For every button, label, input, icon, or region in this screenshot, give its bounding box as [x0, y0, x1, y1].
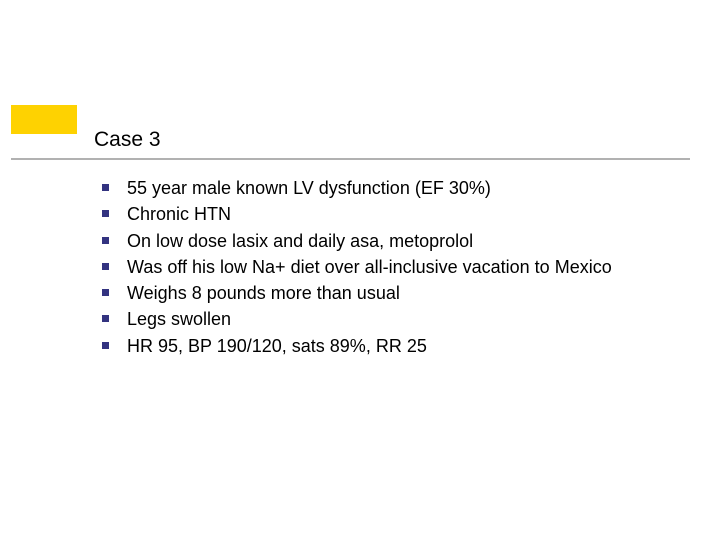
bullet-text: Legs swollen	[127, 307, 231, 331]
list-item: On low dose lasix and daily asa, metopro…	[100, 229, 680, 253]
bullet-text: Weighs 8 pounds more than usual	[127, 281, 400, 305]
title-underline	[11, 158, 690, 160]
bullet-list: 55 year male known LV dysfunction (EF 30…	[100, 176, 680, 358]
square-bullet-icon	[102, 263, 109, 270]
list-item: Was off his low Na+ diet over all-inclus…	[100, 255, 680, 279]
list-item: Legs swollen	[100, 307, 680, 331]
bullet-text: 55 year male known LV dysfunction (EF 30…	[127, 176, 491, 200]
bullet-text: HR 95, BP 190/120, sats 89%, RR 25	[127, 334, 427, 358]
list-item: Chronic HTN	[100, 202, 680, 226]
bullet-text: Was off his low Na+ diet over all-inclus…	[127, 255, 612, 279]
square-bullet-icon	[102, 184, 109, 191]
slide-title: Case 3	[94, 128, 690, 156]
square-bullet-icon	[102, 210, 109, 217]
square-bullet-icon	[102, 289, 109, 296]
list-item: Weighs 8 pounds more than usual	[100, 281, 680, 305]
square-bullet-icon	[102, 342, 109, 349]
square-bullet-icon	[102, 237, 109, 244]
accent-block	[11, 105, 77, 134]
bullet-text: Chronic HTN	[127, 202, 231, 226]
list-item: HR 95, BP 190/120, sats 89%, RR 25	[100, 334, 680, 358]
bullet-text: On low dose lasix and daily asa, metopro…	[127, 229, 473, 253]
square-bullet-icon	[102, 315, 109, 322]
title-region: Case 3	[94, 128, 690, 156]
slide-body: 55 year male known LV dysfunction (EF 30…	[100, 176, 680, 360]
list-item: 55 year male known LV dysfunction (EF 30…	[100, 176, 680, 200]
